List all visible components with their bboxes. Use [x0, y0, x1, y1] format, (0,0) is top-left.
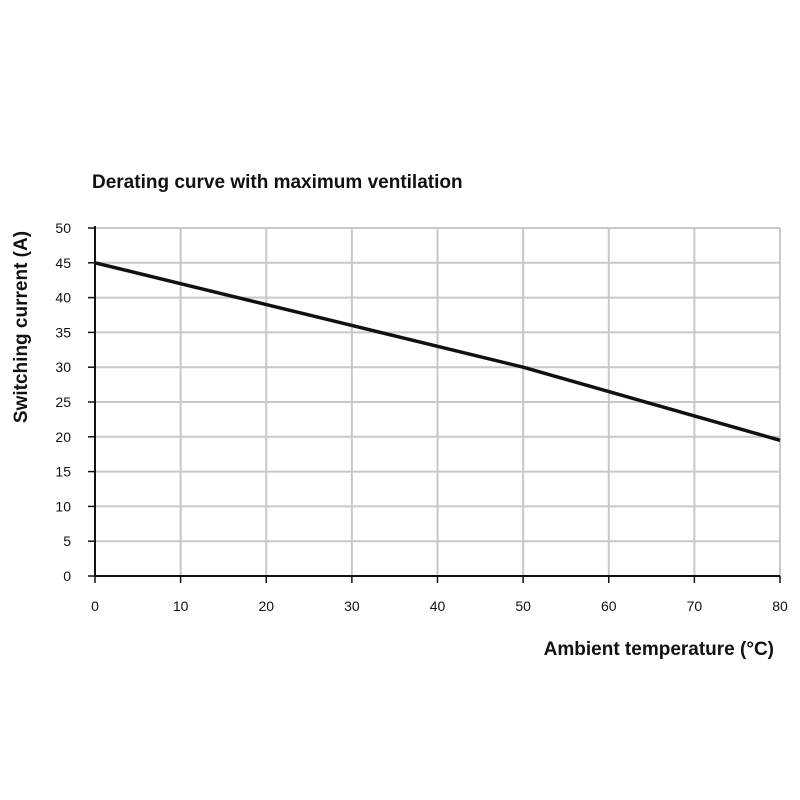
x-tick-label-3: 30 [344, 598, 360, 614]
y-axis-label: Switching current (A) [11, 231, 32, 423]
y-tick-label-6: 30 [55, 359, 71, 375]
x-tick-label-8: 80 [772, 598, 788, 614]
y-tick-label-8: 40 [55, 290, 71, 306]
x-tick-label-6: 60 [601, 598, 617, 614]
y-tick-labels: 0 5 10 15 20 25 30 35 40 45 50 [55, 220, 71, 584]
x-tick-label-7: 70 [687, 598, 703, 614]
x-tick-label-4: 40 [430, 598, 446, 614]
grid [94, 227, 781, 577]
y-tick-label-9: 45 [55, 255, 71, 271]
chart-title: Derating curve with maximum ventilation [92, 172, 463, 193]
y-tick-label-4: 20 [55, 429, 71, 445]
x-tick-label-2: 20 [258, 598, 274, 614]
series-line-0 [94, 261, 781, 442]
y-tick-label-1: 5 [63, 533, 71, 549]
y-tick-label-7: 35 [55, 324, 71, 340]
x-tick-label-5: 50 [515, 598, 531, 614]
x-tick-label-1: 10 [173, 598, 189, 614]
series-group [94, 261, 781, 442]
y-tick-label-3: 15 [55, 464, 71, 480]
y-tick-label-2: 10 [55, 498, 71, 514]
x-axis-label: Ambient temperature (°C) [544, 639, 774, 660]
x-tick-label-0: 0 [91, 598, 99, 614]
y-tick-label-10: 50 [55, 220, 71, 236]
y-tick-label-5: 25 [55, 394, 71, 410]
axes [88, 226, 781, 583]
x-tick-labels: 0 10 20 30 40 50 60 70 80 [91, 598, 788, 614]
y-tick-label-0: 0 [63, 568, 71, 584]
